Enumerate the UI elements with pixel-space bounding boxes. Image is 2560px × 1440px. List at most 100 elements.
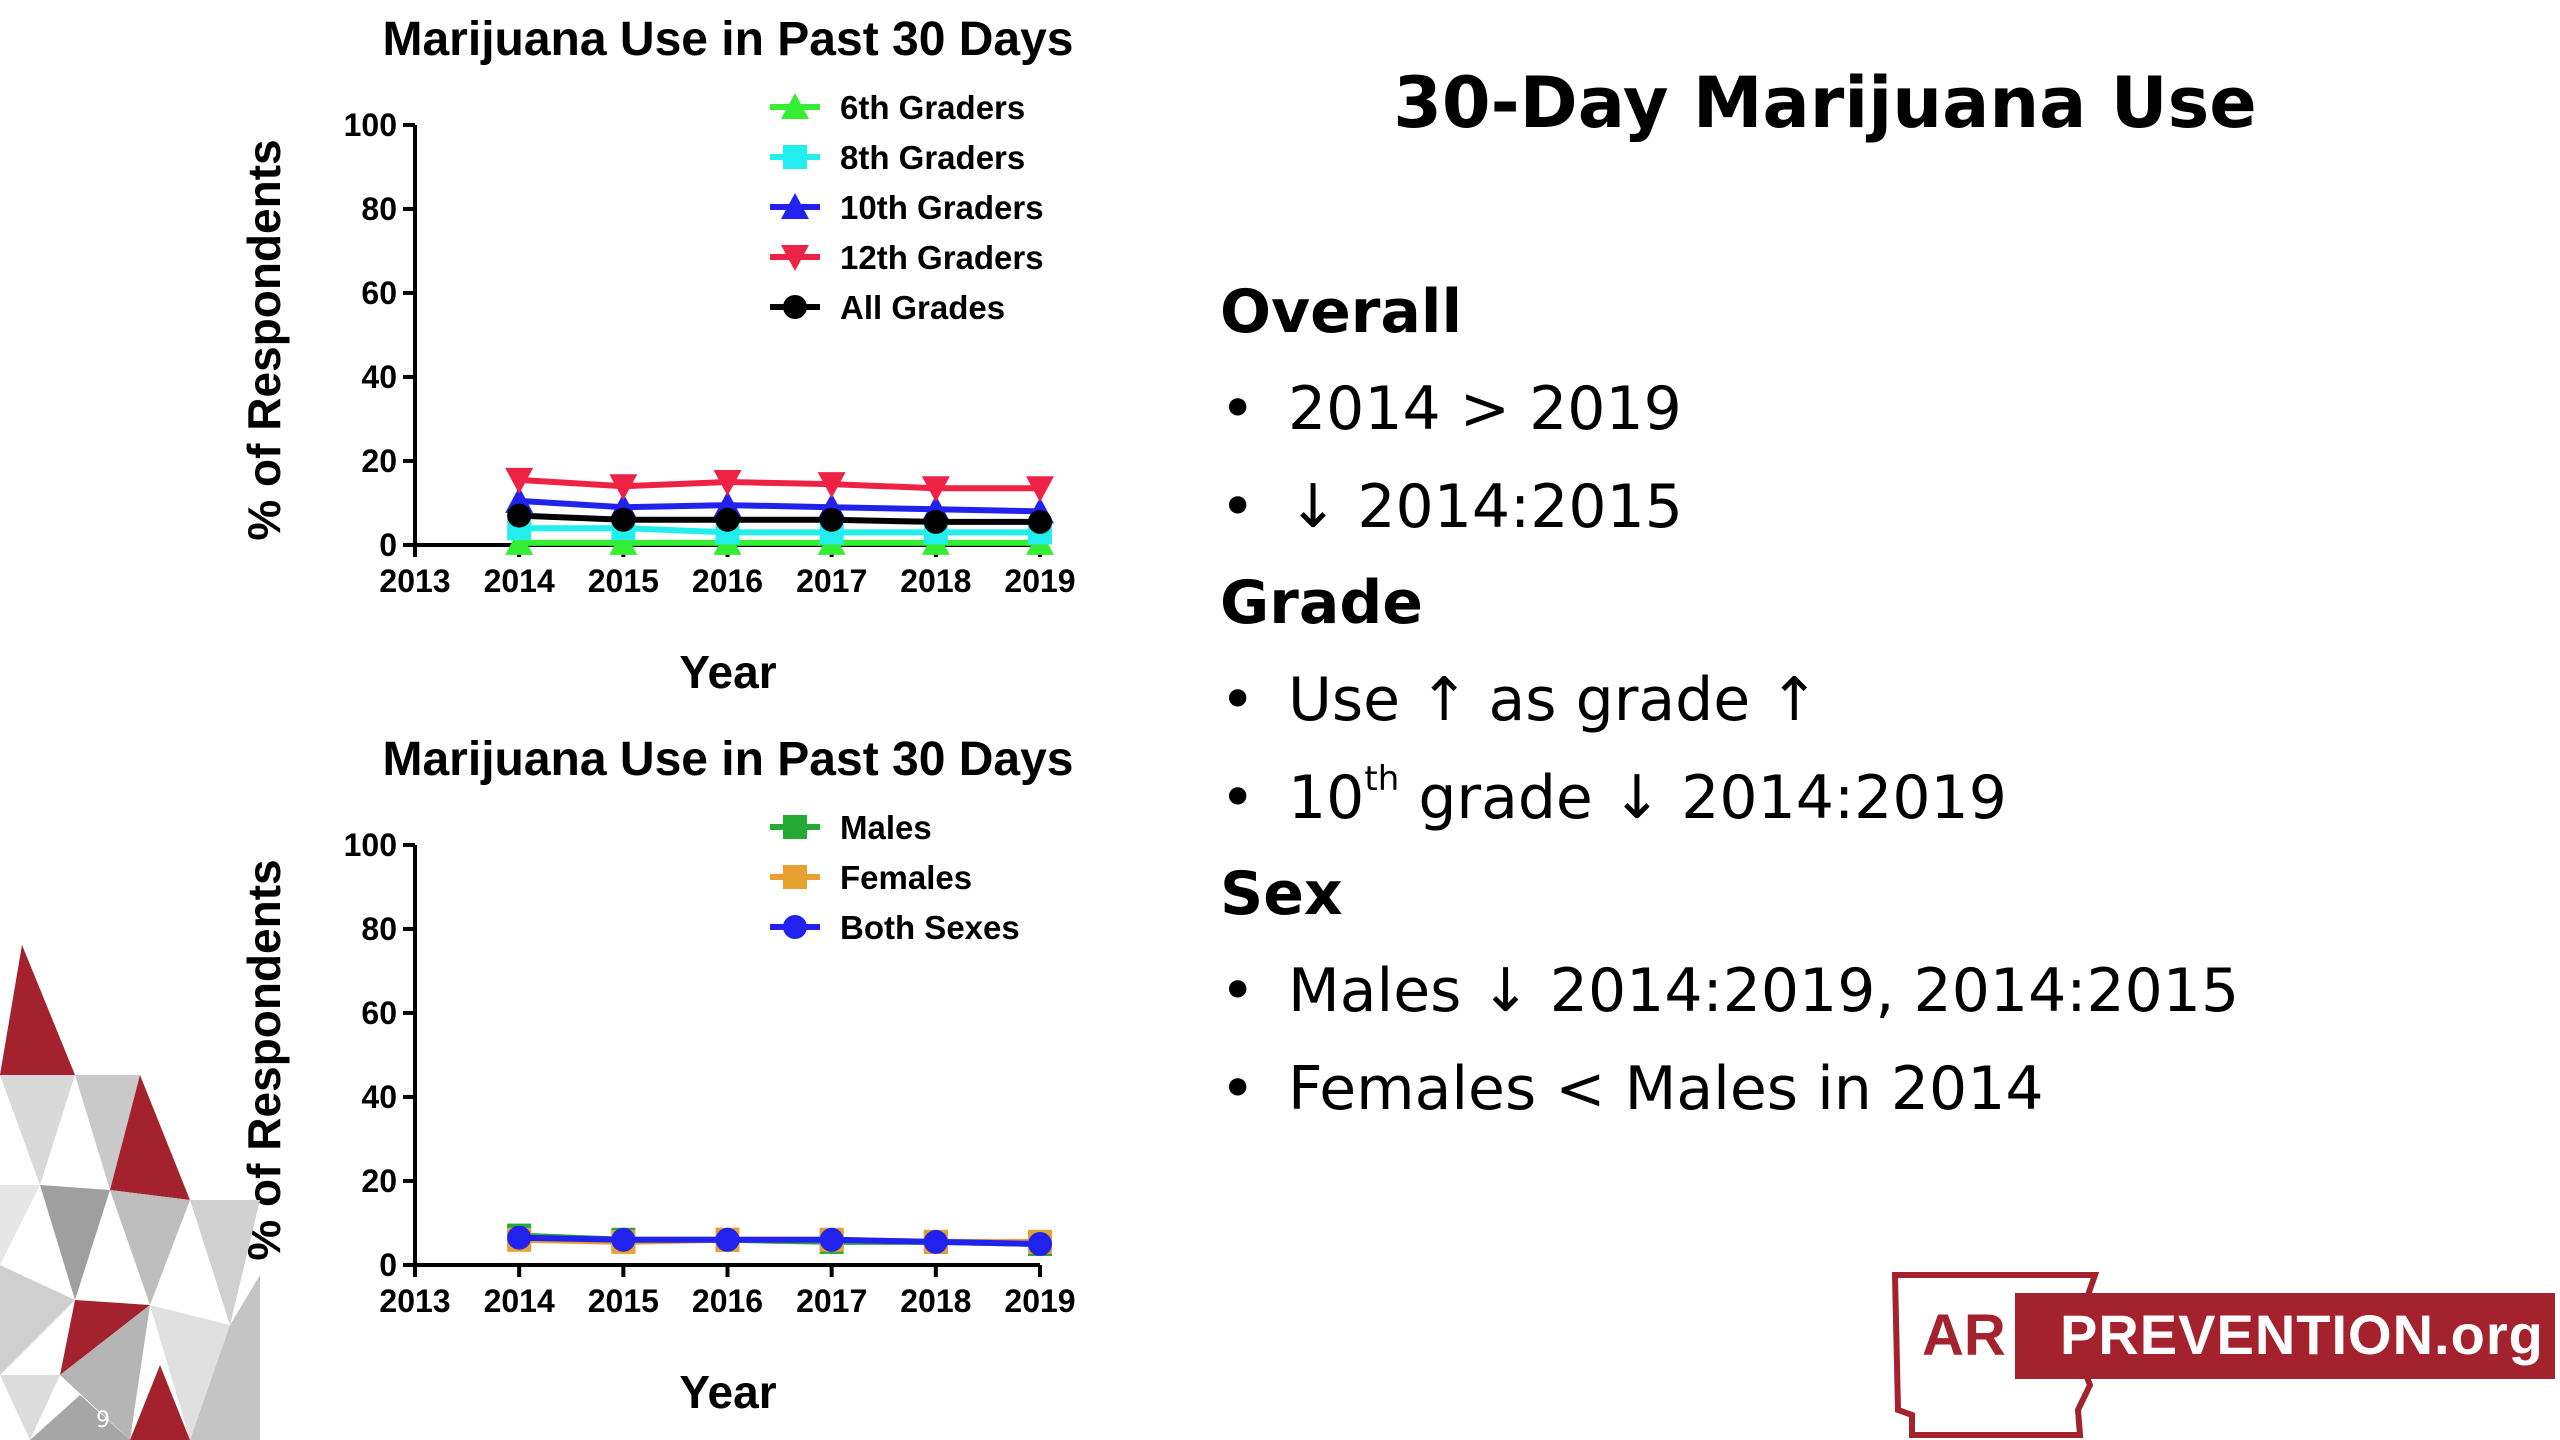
x-tick-label: 2018 xyxy=(900,563,971,599)
x-tick-label: 2013 xyxy=(379,563,450,599)
section-heading-grade: Grade xyxy=(1220,568,1423,638)
logo-ar-text: AR xyxy=(1922,1303,2006,1368)
y-tick-label: 80 xyxy=(361,191,397,227)
legend-marker xyxy=(781,193,809,219)
chart-title: Marijuana Use in Past 30 Days xyxy=(383,733,1074,786)
y-tick-label: 80 xyxy=(361,911,397,947)
x-tick-label: 2016 xyxy=(692,563,763,599)
x-tick-label: 2019 xyxy=(1004,563,1075,599)
bullet-dot: • xyxy=(1220,1054,1256,1124)
bullet-text: ↓ 2014:2015 xyxy=(1288,472,1683,542)
data-point xyxy=(1028,1232,1052,1256)
data-point xyxy=(609,474,638,501)
legend-label: 8th Graders xyxy=(840,139,1025,176)
x-axis-label: Year xyxy=(679,1366,776,1418)
bullet-text: Males ↓ 2014:2019, 2014:2015 xyxy=(1288,956,2240,1026)
y-tick-label: 0 xyxy=(379,1247,397,1283)
bullet-item: • Use ↑ as grade ↑ xyxy=(1220,651,2520,749)
x-axis-label: Year xyxy=(679,646,776,698)
data-point xyxy=(611,1227,636,1252)
y-tick-label: 20 xyxy=(361,1163,397,1199)
bullet-text-sup: th xyxy=(1364,759,1400,799)
bullet-item: • Males ↓ 2014:2019, 2014:2015 xyxy=(1220,942,2520,1040)
section-heading-overall: Overall xyxy=(1220,277,1463,347)
legend-marker xyxy=(783,815,807,839)
bullet-item: • 10th grade ↓ 2014:2019 xyxy=(1220,749,2520,847)
chart-sex-use: Marijuana Use in Past 30 Days 0 20 40 60 80 10… xyxy=(240,720,1140,1440)
series-line xyxy=(518,497,1041,515)
data-point xyxy=(611,507,636,532)
bullet-dot: • xyxy=(1220,763,1256,833)
legend-label: 12th Graders xyxy=(840,239,1044,276)
data-point xyxy=(817,472,846,499)
legend-marker xyxy=(783,145,807,169)
y-tick-label: 40 xyxy=(361,359,397,395)
y-tick-label: 40 xyxy=(361,1079,397,1115)
data-point xyxy=(923,1229,948,1254)
series-line xyxy=(518,476,1040,492)
data-point xyxy=(819,507,844,532)
data-point xyxy=(923,509,948,534)
y-tick-label: 100 xyxy=(344,827,397,863)
chart-title: Marijuana Use in Past 30 Days xyxy=(383,13,1074,66)
y-tick-label: 60 xyxy=(361,995,397,1031)
bullet-item: • ↓ 2014:2015 xyxy=(1220,458,2520,556)
bullet-dot: • xyxy=(1220,665,1256,735)
logo-banner xyxy=(2015,1293,2555,1379)
y-tick-label: 60 xyxy=(361,275,397,311)
legend-marker xyxy=(781,93,809,119)
legend-marker xyxy=(783,915,807,939)
page-number: 9 xyxy=(96,1408,110,1433)
x-tick-label: 2017 xyxy=(796,1283,867,1319)
x-tick-label: 2019 xyxy=(1004,1283,1075,1319)
slide-title: 30-Day Marijuana Use xyxy=(1393,62,2257,144)
series-line xyxy=(519,1234,1041,1247)
bullet-text: Use ↑ as grade ↑ xyxy=(1288,665,1820,735)
x-tick-label: 2016 xyxy=(692,1283,763,1319)
data-point xyxy=(1028,509,1052,534)
y-axis-label: % of Respondents xyxy=(240,139,290,540)
data-point xyxy=(715,507,740,532)
data-point xyxy=(715,1227,740,1252)
legend-label: All Grades xyxy=(840,289,1005,326)
bullet-dot: • xyxy=(1220,374,1256,444)
data-point xyxy=(921,476,950,503)
x-tick-label: 2013 xyxy=(379,1283,450,1319)
legend-marker xyxy=(781,245,809,271)
legend-label: 6th Graders xyxy=(840,89,1025,126)
series-line xyxy=(519,525,1040,536)
legend-marker xyxy=(783,865,807,889)
data-point xyxy=(1026,476,1054,503)
data-point xyxy=(819,1227,844,1252)
data-point xyxy=(609,528,638,555)
bullet-dot: • xyxy=(1220,472,1256,542)
data-point xyxy=(713,470,742,496)
legend-label: Both Sexes xyxy=(840,909,1020,946)
logo-prevention-text: PREVENTION.org xyxy=(2060,1303,2544,1366)
x-tick-label: 2014 xyxy=(484,563,555,599)
chart-svg: Marijuana Use in Past 30 Days 0 20 40 60 80 10… xyxy=(240,13,1076,698)
bullet-item: • Females < Males in 2014 xyxy=(1220,1040,2520,1138)
slide-notes: Overall • 2014 > 2019 • ↓ 2014:2015 Grade … xyxy=(1220,265,2520,1138)
y-tick-label: 0 xyxy=(379,527,397,563)
chart-svg: Marijuana Use in Past 30 Days 0 20 40 60 80 10… xyxy=(240,733,1076,1418)
bullet-text: 2014 > 2019 xyxy=(1288,374,1682,444)
series-line xyxy=(519,512,1040,525)
y-axis-label: % of Respondents xyxy=(240,859,290,1260)
decorative-triangle-pattern xyxy=(0,945,260,1440)
legend-label: Males xyxy=(840,809,932,846)
bullet-text-post: grade ↓ 2014:2019 xyxy=(1399,763,2007,833)
x-tick-label: 2015 xyxy=(588,1283,659,1319)
bullet-item: • 2014 > 2019 xyxy=(1220,360,2520,458)
x-tick-label: 2018 xyxy=(900,1283,971,1319)
legend-marker xyxy=(783,295,807,319)
data-point xyxy=(505,467,534,494)
bullet-dot: • xyxy=(1220,956,1256,1026)
x-tick-label: 2017 xyxy=(796,563,867,599)
bullet-text-pre: 10 xyxy=(1288,763,1365,833)
data-point xyxy=(505,528,534,555)
x-tick-label: 2014 xyxy=(484,1283,555,1319)
data-point xyxy=(507,1225,532,1250)
bullet-text: Females < Males in 2014 xyxy=(1288,1054,2044,1124)
legend-label: Females xyxy=(840,859,972,896)
